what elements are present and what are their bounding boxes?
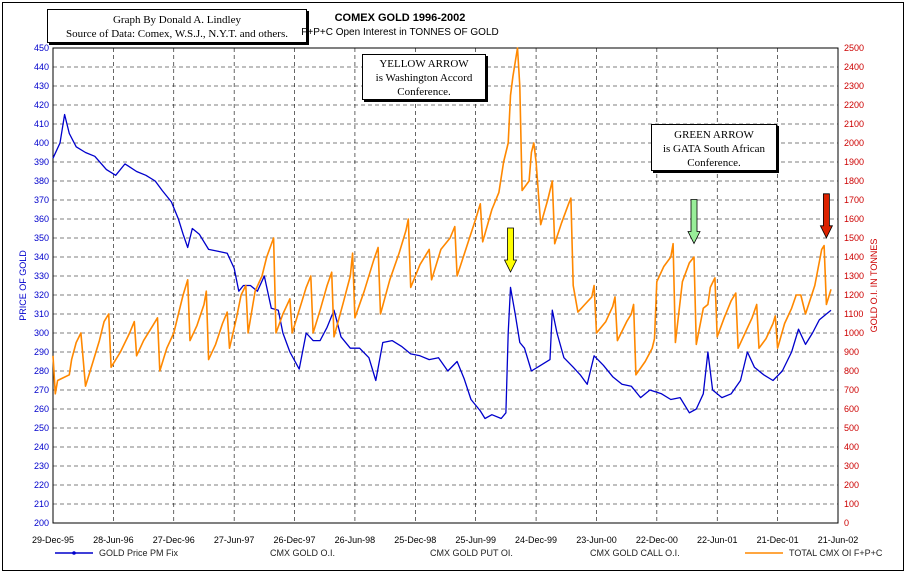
right-tick-label: 800 <box>844 366 859 376</box>
left-tick-label: 380 <box>34 176 49 186</box>
right-tick-label: 500 <box>844 423 859 433</box>
right-tick-label: 1500 <box>844 233 864 243</box>
x-tick-label: 25-Dec-98 <box>394 535 436 545</box>
green-note-line-1: GREEN ARROW <box>674 129 754 141</box>
right-tick-label: 1100 <box>844 309 863 319</box>
left-tick-label: 260 <box>34 404 49 414</box>
right-tick-label: 100 <box>844 499 859 509</box>
right-tick-label: 1300 <box>844 271 864 281</box>
legend-marker <box>72 551 76 555</box>
right-tick-label: 1800 <box>844 176 864 186</box>
x-tick-label: 23-Jun-00 <box>576 535 617 545</box>
credit-box: Graph By Donald A. Lindley Source of Dat… <box>47 9 307 43</box>
legend-label: CMX GOLD CALL O.I. <box>590 548 680 558</box>
chart-title: COMEX GOLD 1996-2002 <box>334 12 466 24</box>
left-tick-label: 440 <box>34 62 49 72</box>
right-axis-title: GOLD O.I. IN TONNES <box>869 239 879 333</box>
left-tick-label: 410 <box>34 119 49 129</box>
yellow-note-line-3: Conference. <box>397 86 451 98</box>
right-tick-label: 600 <box>844 404 859 414</box>
left-tick-label: 330 <box>34 271 49 281</box>
left-tick-label: 320 <box>34 290 49 300</box>
legend-label: CMX GOLD O.I. <box>270 548 335 558</box>
left-tick-label: 450 <box>34 43 49 53</box>
right-tick-label: 2100 <box>844 119 864 129</box>
green-arrow-icon <box>687 199 701 245</box>
right-tick-label: 2200 <box>844 100 864 110</box>
left-tick-label: 340 <box>34 252 49 262</box>
credit-line-2: Source of Data: Comex, W.S.J., N.Y.T. an… <box>65 28 288 40</box>
right-tick-label: 900 <box>844 347 859 357</box>
plot-area <box>52 47 839 524</box>
left-tick-label: 430 <box>34 81 49 91</box>
right-tick-label: 0 <box>844 518 849 528</box>
x-tick-label: 28-Jun-96 <box>93 535 134 545</box>
green-note-line-3: Conference. <box>687 157 741 169</box>
yellow-arrow-note: YELLOW ARROW is Washington Accord Confer… <box>362 54 486 100</box>
left-tick-label: 210 <box>34 499 49 509</box>
right-tick-label: 1600 <box>844 214 864 224</box>
x-tick-label: 22-Jun-01 <box>697 535 738 545</box>
left-tick-label: 400 <box>34 138 49 148</box>
legend-label: CMX GOLD PUT OI. <box>430 548 513 558</box>
left-tick-label: 420 <box>34 100 49 110</box>
x-tick-label: 22-Dec-00 <box>636 535 678 545</box>
right-tick-label: 200 <box>844 480 859 490</box>
right-tick-label: 2500 <box>844 43 864 53</box>
left-tick-label: 200 <box>34 518 49 528</box>
x-tick-label: 21-Jun-02 <box>818 535 859 545</box>
right-tick-label: 2400 <box>844 62 864 72</box>
left-tick-label: 360 <box>34 214 49 224</box>
green-note-line-2: is GATA South African <box>662 143 766 155</box>
x-tick-label: 24-Dec-99 <box>515 535 557 545</box>
right-tick-label: 1700 <box>844 195 864 205</box>
right-tick-label: 1200 <box>844 290 864 300</box>
yellow-note-line-1: YELLOW ARROW <box>379 58 469 70</box>
yellow-arrow-icon <box>503 227 518 273</box>
x-tick-label: 27-Jun-97 <box>214 535 255 545</box>
right-tick-label: 1400 <box>844 252 864 262</box>
total-oi-line <box>52 47 832 395</box>
gold-price-line <box>52 113 832 420</box>
left-axis-title: PRICE OF GOLD <box>18 250 28 321</box>
left-tick-label: 370 <box>34 195 49 205</box>
x-tick-label: 27-Dec-96 <box>153 535 195 545</box>
left-tick-label: 280 <box>34 366 49 376</box>
left-tick-label: 250 <box>34 423 49 433</box>
x-tick-label: 29-Dec-95 <box>32 535 74 545</box>
left-tick-label: 230 <box>34 461 49 471</box>
x-tick-label: 26-Dec-97 <box>274 535 316 545</box>
right-tick-label: 300 <box>844 461 859 471</box>
left-tick-label: 240 <box>34 442 49 452</box>
x-tick-label: 21-Dec-01 <box>757 535 799 545</box>
right-tick-label: 2000 <box>844 138 864 148</box>
left-tick-label: 390 <box>34 157 49 167</box>
right-tick-label: 400 <box>844 442 859 452</box>
left-tick-label: 270 <box>34 385 49 395</box>
green-arrow-note: GREEN ARROW is GATA South African Confer… <box>651 124 777 171</box>
chart-subtitle: F+P+C Open Interest in TONNES OF GOLD <box>301 27 499 38</box>
left-tick-label: 290 <box>34 347 49 357</box>
legend-label: GOLD Price PM Fix <box>99 548 179 558</box>
credit-line-1: Graph By Donald A. Lindley <box>112 14 241 26</box>
x-tick-label: 25-Jun-99 <box>455 535 496 545</box>
right-tick-label: 2300 <box>844 81 864 91</box>
left-tick-label: 310 <box>34 309 49 319</box>
x-tick-label: 26-Jun-98 <box>335 535 376 545</box>
yellow-note-line-2: is Washington Accord <box>375 72 473 84</box>
right-tick-label: 700 <box>844 385 859 395</box>
left-tick-label: 220 <box>34 480 49 490</box>
right-tick-label: 1900 <box>844 157 864 167</box>
left-tick-label: 350 <box>34 233 49 243</box>
left-tick-label: 300 <box>34 328 49 338</box>
red-arrow-icon <box>819 193 834 239</box>
legend-label: TOTAL CMX OI F+P+C <box>789 548 883 558</box>
right-tick-label: 1000 <box>844 328 864 338</box>
